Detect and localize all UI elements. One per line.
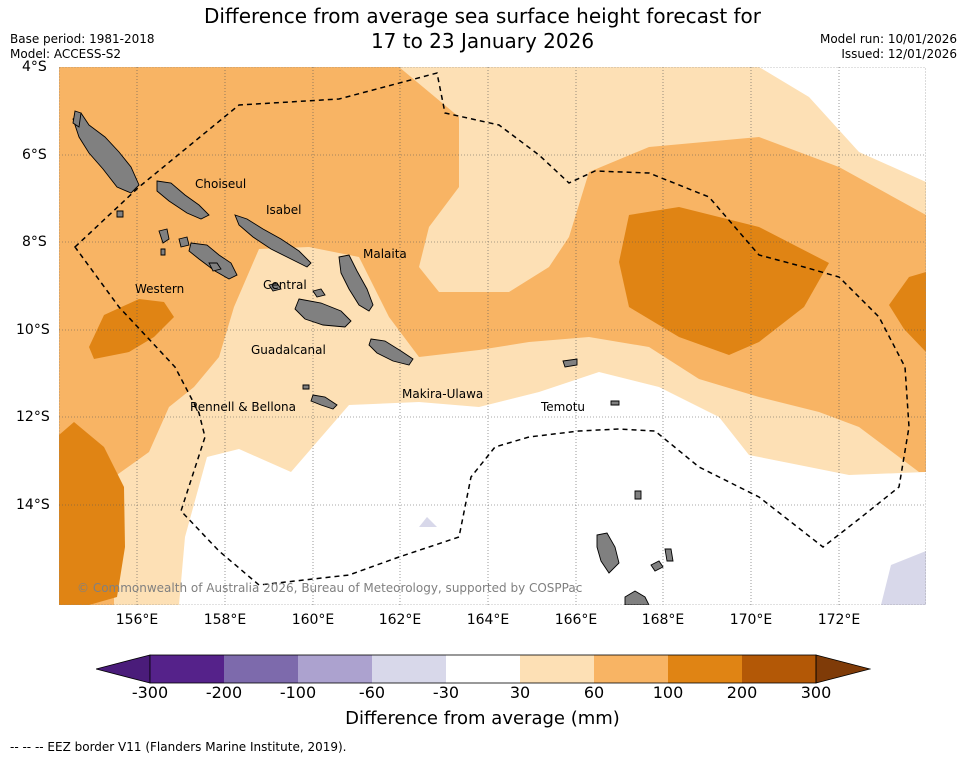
- cbar-tick-200: 200: [726, 683, 758, 702]
- colorbar-seg-1: [150, 655, 224, 683]
- label-isabel: Isabel: [266, 203, 301, 217]
- island-new-georgia: [188, 242, 238, 280]
- island-ambae: [650, 560, 664, 572]
- island-malaita: [338, 254, 374, 312]
- lon-label-162e: 162°E: [378, 612, 422, 628]
- lon-label-172e: 172°E: [817, 612, 861, 628]
- island-pentecost: [664, 548, 674, 562]
- cbar-tick-30: 30: [509, 683, 531, 702]
- lon-label-158e: 158°E: [203, 612, 247, 628]
- lon-label-166e: 166°E: [554, 612, 598, 628]
- island-espiritu-santo: [596, 532, 620, 574]
- colorbar-seg-5: [446, 655, 520, 683]
- lat-label-14s: 14°S: [16, 497, 50, 513]
- sea-band-60-100: [59, 67, 926, 605]
- label-makira-ulawa: Makira-Ulawa: [402, 387, 483, 401]
- cbar-tick-minus-30: -30: [432, 683, 460, 702]
- island-banks: [634, 490, 642, 500]
- colorbar-seg-2: [224, 655, 298, 683]
- gridlines: [59, 67, 926, 605]
- lon-label-156e: 156°E: [115, 612, 159, 628]
- island-kolombangara: [178, 236, 190, 248]
- cbar-tick-300: 300: [800, 683, 832, 702]
- label-choiseul: Choiseul: [195, 177, 246, 191]
- islands: [72, 110, 674, 605]
- island-shortland: [116, 210, 124, 218]
- colorbar-seg-7: [594, 655, 668, 683]
- sea-band-100-200-east: [619, 207, 829, 355]
- island-choiseul: [156, 180, 210, 220]
- colorbar-seg-8: [668, 655, 742, 683]
- colorbar-seg-3: [298, 655, 372, 683]
- cbar-tick-minus-200: -200: [205, 683, 243, 702]
- island-florida: [312, 288, 326, 298]
- lat-label-10s: 10°S: [16, 322, 50, 338]
- label-malaita: Malaita: [363, 247, 407, 261]
- lat-label-12s: 12°S: [16, 409, 50, 425]
- sea-band-100-200-southwest: [59, 422, 125, 605]
- colorbar-extend-high: [815, 654, 871, 684]
- island-vanikoro: [610, 400, 620, 406]
- issued-date: Issued: 12/01/2026: [841, 47, 957, 61]
- eez-border: [74, 72, 910, 586]
- island-rendova: [208, 262, 222, 272]
- colorbar-seg-6: [520, 655, 594, 683]
- island-ranongga: [160, 248, 166, 256]
- label-central: Central: [263, 278, 307, 292]
- colorbar-title: Difference from average (mm): [345, 708, 620, 729]
- colorbar-seg-9: [742, 655, 816, 683]
- island-buka: [72, 110, 82, 128]
- cbar-tick-60: 60: [583, 683, 605, 702]
- eez-legend: -- -- -- EEZ border V11 (Flanders Marine…: [10, 740, 347, 754]
- island-malakula: [624, 590, 650, 605]
- colorbar: [96, 654, 871, 684]
- sea-band-minus-30-60-southeast: [881, 551, 926, 605]
- label-temotu: Temotu: [540, 400, 585, 414]
- province-labels: Choiseul Isabel Malaita Western Central …: [135, 177, 585, 414]
- copyright: © Commonwealth of Australia 2026, Bureau…: [77, 581, 582, 595]
- base-period: Base period: 1981-2018: [10, 32, 155, 46]
- island-bougainville: [72, 112, 140, 194]
- title-line-2: 17 to 23 January 2026: [370, 29, 595, 53]
- sea-band-minus-30-60-small: [419, 517, 437, 527]
- island-bellona: [302, 384, 310, 390]
- island-rennell: [310, 394, 338, 410]
- map-panel: Choiseul Isabel Malaita Western Central …: [59, 67, 926, 605]
- lon-label-170e: 170°E: [729, 612, 773, 628]
- meta-left: Base period: 1981-2018 Model: ACCESS-S2: [10, 32, 155, 62]
- model-name: Model: ACCESS-S2: [10, 47, 122, 61]
- label-rennell-bellona: Rennell & Bellona: [190, 400, 296, 414]
- lon-label-160e: 160°E: [291, 612, 335, 628]
- lat-label-8s: 8°S: [22, 234, 47, 250]
- island-guadalcanal: [294, 298, 352, 328]
- map-title: Difference from average sea surface heig…: [0, 4, 965, 54]
- lon-label-168e: 168°E: [641, 612, 685, 628]
- title-line-1: Difference from average sea surface heig…: [203, 4, 762, 28]
- island-makira: [368, 338, 414, 366]
- meta-right: Model run: 10/01/2026 Issued: 12/01/2026: [820, 32, 957, 62]
- lat-label-4s: 4°S: [22, 59, 47, 75]
- island-isabel: [234, 214, 312, 268]
- cbar-tick-100: 100: [652, 683, 684, 702]
- label-guadalcanal: Guadalcanal: [251, 343, 326, 357]
- colorbar-seg-4: [372, 655, 446, 683]
- cbar-tick-minus-300: -300: [131, 683, 169, 702]
- island-santa-cruz: [562, 358, 578, 368]
- cbar-tick-minus-60: -60: [358, 683, 386, 702]
- island-russell: [268, 282, 282, 292]
- sea-band-100-200-far-east: [889, 272, 926, 352]
- colorbar-extend-low: [96, 654, 151, 684]
- island-vella-lavella: [158, 228, 170, 244]
- lat-label-6s: 6°S: [22, 147, 47, 163]
- cbar-tick-minus-100: -100: [279, 683, 317, 702]
- label-western: Western: [135, 282, 184, 296]
- sea-band-100-200-west: [89, 299, 174, 359]
- lon-label-164e: 164°E: [466, 612, 510, 628]
- model-run: Model run: 10/01/2026: [819, 32, 957, 46]
